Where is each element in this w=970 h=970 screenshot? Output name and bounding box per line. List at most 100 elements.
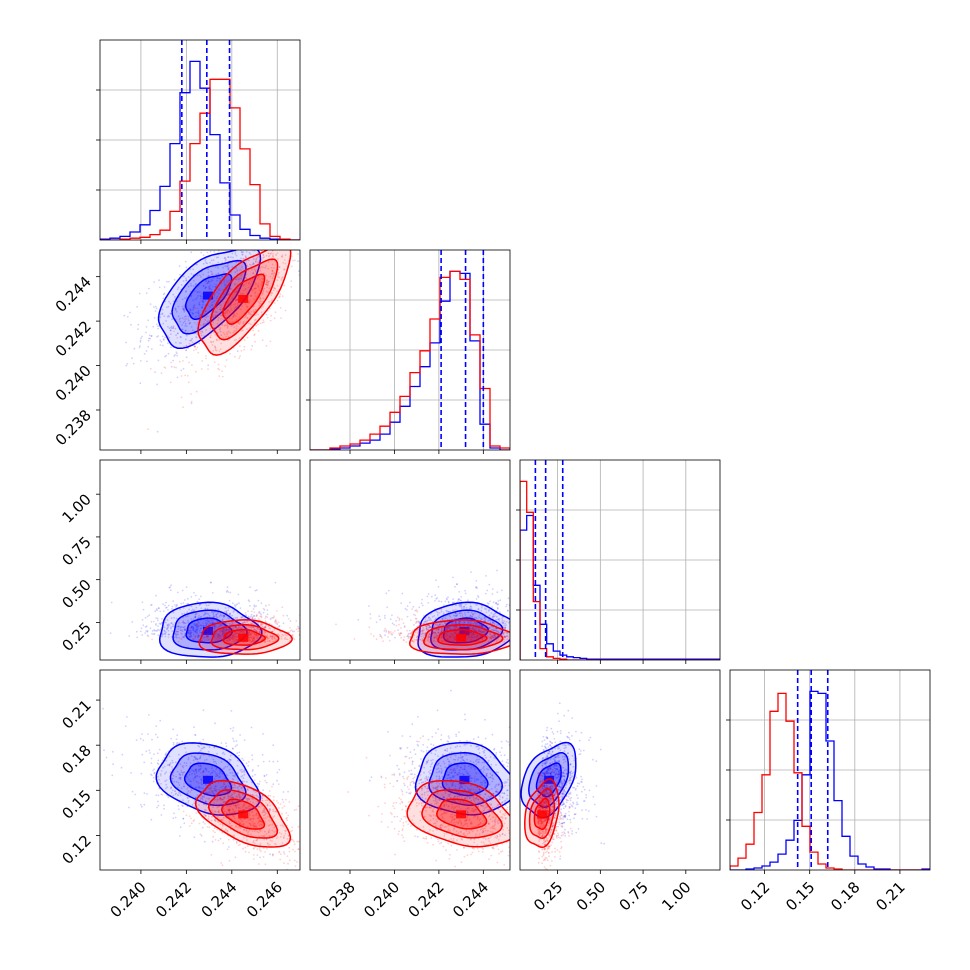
scatter-point bbox=[259, 267, 261, 270]
scatter-point bbox=[153, 629, 155, 631]
scatter-point bbox=[203, 323, 206, 325]
scatter-point bbox=[141, 618, 144, 621]
scatter-point bbox=[213, 636, 216, 638]
scatter-point bbox=[246, 306, 249, 309]
scatter-point bbox=[216, 616, 218, 619]
scatter-point bbox=[304, 635, 306, 637]
scatter-point bbox=[265, 283, 268, 286]
scatter-point bbox=[248, 632, 251, 634]
scatter-point bbox=[234, 320, 237, 322]
scatter-point bbox=[139, 630, 142, 633]
scatter-point bbox=[164, 621, 167, 624]
scatter-point bbox=[218, 338, 221, 341]
scatter-point bbox=[300, 212, 302, 214]
scatter-point bbox=[253, 311, 256, 313]
scatter-point bbox=[439, 623, 441, 626]
scatter-point bbox=[453, 626, 456, 629]
scatter-point bbox=[406, 629, 408, 632]
scatter-point bbox=[232, 611, 235, 613]
scatter-point bbox=[213, 615, 216, 618]
scatter-point bbox=[168, 315, 171, 318]
scatter-point bbox=[424, 632, 426, 635]
scatter-point bbox=[248, 322, 250, 325]
scatter-point bbox=[226, 280, 229, 283]
scatter-point bbox=[264, 266, 267, 269]
scatter-point bbox=[180, 626, 183, 628]
scatter-point bbox=[248, 245, 250, 247]
scatter-point bbox=[219, 348, 222, 351]
scatter-point bbox=[220, 314, 222, 317]
scatter-point bbox=[234, 631, 236, 634]
scatter-point bbox=[271, 636, 274, 638]
scatter-point bbox=[492, 601, 495, 604]
scatter-point bbox=[254, 283, 257, 286]
scatter-point bbox=[183, 628, 186, 631]
scatter-point bbox=[401, 618, 403, 621]
scatter-point bbox=[254, 621, 257, 624]
scatter-point bbox=[276, 623, 279, 626]
scatter-point bbox=[193, 726, 195, 729]
scatter-point bbox=[271, 250, 274, 252]
scatter-point bbox=[142, 624, 145, 627]
scatter-point bbox=[225, 634, 228, 637]
scatter-point bbox=[253, 288, 256, 290]
scatter-point bbox=[235, 632, 238, 635]
scatter-point bbox=[240, 274, 243, 276]
scatter-point bbox=[217, 633, 220, 635]
scatter-point bbox=[223, 610, 226, 613]
scatter-point bbox=[210, 629, 213, 632]
scatter-point bbox=[170, 626, 172, 629]
scatter-point bbox=[205, 329, 208, 331]
scatter-point bbox=[249, 639, 252, 642]
scatter-point bbox=[194, 637, 197, 639]
scatter-point bbox=[235, 638, 237, 641]
scatter-point bbox=[266, 640, 269, 643]
scatter-point bbox=[252, 769, 254, 771]
scatter-point bbox=[492, 615, 494, 618]
scatter-point bbox=[440, 600, 443, 603]
scatter-point bbox=[255, 613, 258, 616]
scatter-point bbox=[238, 323, 241, 325]
scatter-point bbox=[218, 630, 221, 632]
scatter-point bbox=[274, 621, 277, 624]
scatter-point bbox=[230, 271, 232, 274]
scatter-point bbox=[157, 335, 160, 337]
scatter-point bbox=[204, 622, 207, 624]
scatter-point bbox=[214, 347, 217, 350]
scatter-point bbox=[266, 634, 269, 637]
scatter-point bbox=[458, 598, 460, 601]
scatter-point bbox=[505, 624, 507, 626]
scatter-point bbox=[398, 619, 401, 622]
scatter-point bbox=[192, 329, 194, 331]
scatter-point bbox=[514, 621, 516, 623]
scatter-point bbox=[262, 292, 264, 295]
scatter-point bbox=[275, 638, 278, 641]
scatter-point bbox=[235, 248, 237, 250]
scatter-point bbox=[256, 277, 259, 280]
scatter-point bbox=[211, 622, 214, 624]
scatter-point bbox=[437, 611, 439, 614]
scatter-point bbox=[178, 636, 181, 639]
scatter-point bbox=[272, 289, 275, 292]
scatter-point bbox=[253, 639, 256, 642]
scatter-point bbox=[234, 315, 237, 317]
scatter-point bbox=[286, 634, 288, 637]
scatter-point bbox=[244, 289, 247, 292]
scatter-point bbox=[249, 586, 252, 588]
scatter-point bbox=[292, 637, 295, 640]
scatter-point bbox=[187, 629, 190, 632]
scatter-point bbox=[249, 263, 251, 266]
scatter-point bbox=[236, 603, 239, 605]
scatter-point bbox=[233, 637, 235, 640]
scatter-point bbox=[486, 589, 489, 592]
scatter-point bbox=[254, 287, 257, 290]
scatter-point bbox=[170, 346, 173, 349]
scatter-point bbox=[151, 632, 153, 635]
scatter-point bbox=[226, 633, 228, 636]
scatter-point bbox=[226, 326, 229, 329]
scatter-point bbox=[268, 604, 270, 606]
scatter-point bbox=[212, 320, 214, 322]
scatter-point bbox=[246, 620, 249, 623]
scatter-point bbox=[187, 602, 190, 605]
scatter-point bbox=[165, 628, 168, 631]
